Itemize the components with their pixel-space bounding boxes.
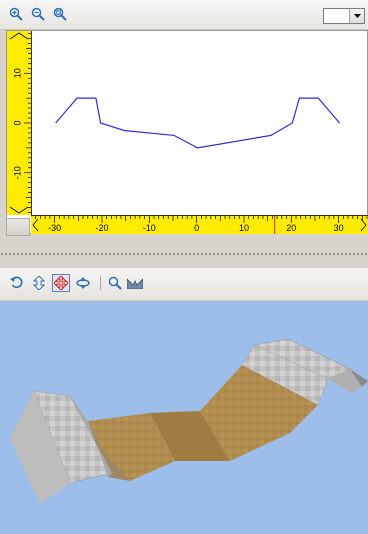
x-tick-label: 30	[334, 223, 344, 233]
ruler-right-arrow[interactable]	[360, 218, 367, 232]
view3d-viewport[interactable]	[0, 301, 368, 534]
x-tick-label: 0	[194, 223, 199, 233]
x-tick-label: -30	[48, 223, 61, 233]
line-color-dropdown[interactable]	[323, 8, 365, 24]
ruler-left-arrow[interactable]	[32, 218, 39, 232]
x-tick-label: -20	[95, 223, 108, 233]
road-far-half	[200, 365, 318, 461]
ruler-top-arrow[interactable]	[9, 32, 29, 40]
zoom-in-icon[interactable]	[8, 6, 24, 22]
reset-view-icon[interactable]	[126, 274, 144, 292]
vertical-ruler[interactable]: 10 0 -10	[7, 31, 32, 215]
move-icon[interactable]	[52, 274, 70, 292]
x-tick-label: 20	[286, 223, 296, 233]
left-slope-outer	[10, 391, 70, 504]
right-slope-outer	[328, 369, 362, 393]
zoom-out-icon[interactable]	[30, 6, 46, 22]
y-tick-label: 10	[12, 68, 22, 78]
cross-section-plot[interactable]	[32, 31, 368, 215]
right-slope-dark	[350, 369, 368, 387]
cross-section-toolbar	[0, 0, 368, 30]
orbit-icon[interactable]	[74, 274, 92, 292]
left-slope-face	[70, 396, 112, 477]
corner-button[interactable]	[6, 218, 30, 236]
horizontal-ruler[interactable]: -30 -20 -10 0 10 20 30	[31, 215, 368, 234]
rotate-icon[interactable]	[8, 274, 26, 292]
ruler-bottom-arrow[interactable]	[9, 206, 29, 214]
x-tick-label: 10	[239, 223, 249, 233]
y-tick-label: 0	[12, 120, 22, 125]
x-tick-label: -10	[143, 223, 156, 233]
road-center	[150, 411, 230, 461]
zoom-icon[interactable]	[106, 274, 124, 292]
splitter-grip[interactable]	[0, 252, 368, 256]
profile-line	[55, 97, 341, 149]
chevron-down-icon[interactable]	[349, 9, 364, 23]
y-tick-label: -10	[12, 166, 22, 179]
road-near-half	[88, 413, 175, 481]
view3d-toolbar	[0, 268, 368, 301]
zoom-fit-icon[interactable]	[52, 6, 68, 22]
pan-vertical-icon[interactable]	[30, 274, 48, 292]
toolbar-separator	[100, 276, 101, 290]
color-swatch	[326, 11, 349, 21]
